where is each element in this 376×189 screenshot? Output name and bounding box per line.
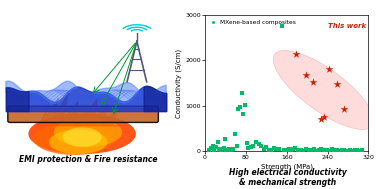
Point: [318, 117, 324, 120]
Point: [213, 146, 219, 149]
Point: [248, 146, 254, 149]
Point: [295, 148, 301, 151]
Point: [268, 149, 274, 152]
Point: [246, 147, 252, 150]
Ellipse shape: [273, 50, 374, 129]
Point: [215, 141, 221, 144]
Point: [324, 148, 330, 151]
Point: [281, 149, 287, 152]
Point: [321, 149, 327, 152]
Point: [359, 149, 365, 152]
Point: [286, 147, 292, 150]
Point: [239, 92, 245, 95]
Text: EMI protection & Fire resistance: EMI protection & Fire resistance: [19, 155, 157, 164]
Ellipse shape: [54, 118, 122, 147]
Point: [261, 147, 267, 150]
Ellipse shape: [49, 130, 108, 154]
Point: [352, 148, 358, 151]
Point: [279, 25, 285, 28]
Point: [211, 148, 217, 151]
Point: [349, 149, 355, 152]
Point: [222, 138, 228, 141]
Point: [220, 148, 226, 151]
Point: [250, 145, 256, 148]
Point: [266, 148, 272, 151]
Point: [276, 147, 282, 150]
Point: [209, 144, 215, 147]
Point: [329, 147, 335, 150]
Point: [354, 149, 360, 152]
Point: [357, 149, 363, 152]
Point: [344, 149, 350, 152]
Point: [225, 148, 231, 151]
Point: [298, 149, 304, 152]
Point: [242, 103, 248, 106]
Point: [233, 144, 240, 147]
Point: [285, 149, 291, 152]
Point: [331, 149, 337, 152]
Point: [310, 81, 316, 84]
Ellipse shape: [62, 127, 102, 147]
Point: [217, 147, 223, 150]
Point: [237, 105, 243, 108]
Point: [223, 149, 229, 152]
Point: [334, 83, 340, 86]
Point: [208, 147, 214, 150]
Point: [337, 149, 343, 152]
Point: [283, 148, 289, 151]
Point: [216, 148, 222, 151]
Point: [316, 148, 322, 151]
Point: [311, 148, 317, 151]
Point: [258, 145, 264, 148]
Point: [326, 149, 332, 152]
Text: High electrical conductivity
& mechanical strength: High electrical conductivity & mechanica…: [229, 168, 347, 187]
Polygon shape: [39, 93, 121, 126]
Point: [271, 147, 277, 150]
Point: [300, 149, 306, 152]
Point: [347, 149, 353, 152]
Point: [341, 148, 347, 151]
Point: [226, 147, 232, 150]
Point: [288, 148, 294, 151]
Point: [293, 147, 299, 150]
Point: [334, 148, 340, 151]
Point: [339, 149, 345, 152]
Point: [303, 74, 309, 77]
Point: [290, 148, 296, 151]
Point: [221, 146, 227, 149]
Ellipse shape: [28, 113, 136, 154]
Point: [308, 149, 314, 152]
Point: [263, 146, 269, 149]
Point: [318, 147, 324, 150]
Point: [326, 67, 332, 70]
Point: [303, 147, 309, 150]
Point: [313, 149, 319, 152]
Point: [244, 142, 250, 145]
Point: [206, 149, 212, 152]
Ellipse shape: [33, 122, 115, 155]
Point: [253, 140, 259, 143]
X-axis label: Strength (MPa): Strength (MPa): [261, 163, 313, 170]
Point: [293, 52, 299, 55]
Point: [256, 143, 262, 146]
Point: [230, 148, 236, 151]
Text: This work: This work: [328, 23, 366, 29]
Point: [321, 115, 327, 118]
Y-axis label: Conductivity (S/cm): Conductivity (S/cm): [176, 49, 182, 118]
Point: [235, 108, 241, 111]
Point: [218, 149, 224, 152]
Legend: MXene-based composites: MXene-based composites: [208, 18, 298, 27]
Point: [232, 132, 238, 136]
Point: [240, 112, 246, 115]
FancyBboxPatch shape: [8, 106, 158, 122]
Point: [306, 148, 312, 151]
Point: [229, 149, 235, 152]
Point: [273, 148, 279, 151]
Point: [341, 108, 347, 111]
